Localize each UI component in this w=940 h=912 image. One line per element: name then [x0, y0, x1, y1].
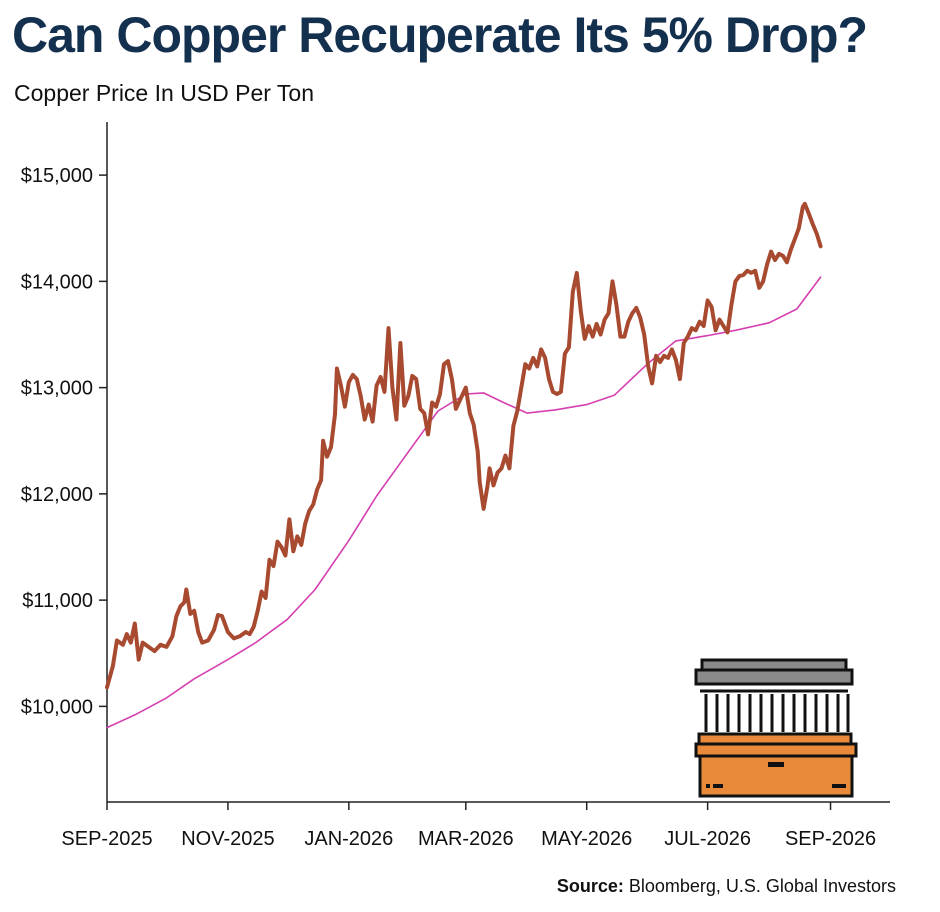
- price-series-line: [105, 201, 823, 690]
- y-tick-label: $12,000: [21, 484, 93, 506]
- x-tick-label: SEP-2025: [61, 828, 152, 850]
- source-label: Source:: [556, 876, 624, 896]
- axes: $10,000 $11,000 $12,000 $13,000 $14,000 $15,0…: [21, 122, 890, 850]
- source-note: Source: Bloomberg, U.S. Global Investors: [557, 876, 896, 897]
- y-tick-label: $13,000: [21, 378, 93, 400]
- x-tick-label: MAY-2026: [541, 828, 632, 850]
- chart-title: Can Copper Recuperate Its 5% Drop?: [12, 7, 868, 63]
- warehouse-icon: [694, 658, 858, 798]
- x-tick-label: MAR-2026: [418, 828, 514, 850]
- x-tick-label: JUL-2026: [664, 828, 751, 850]
- y-tick-label: $11,000: [22, 590, 93, 612]
- moving-average-line: [106, 276, 822, 729]
- y-tick-label: $15,000: [21, 165, 93, 187]
- x-tick-label: JAN-2026: [304, 828, 393, 850]
- series-lines: [105, 201, 823, 729]
- x-tick-label: NOV-2025: [181, 828, 274, 850]
- chart-subtitle: Copper Price In USD Per Ton: [14, 80, 314, 106]
- source-text: Bloomberg, U.S. Global Investors: [628, 876, 896, 896]
- x-tick-label: SEP-2026: [785, 828, 876, 850]
- y-tick-label: $14,000: [21, 271, 93, 293]
- y-tick-label: $10,000: [21, 696, 93, 718]
